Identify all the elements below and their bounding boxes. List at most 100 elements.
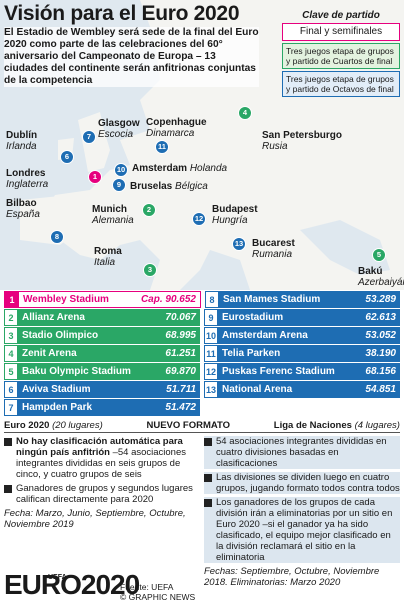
bullet-item: 54 asociaciones integrantes divididas en… xyxy=(204,436,400,469)
bullet-item: Los ganadores de los grupos de cada divi… xyxy=(204,497,400,563)
stadium-cell: 9 Eurostadium 62.613 xyxy=(204,309,400,326)
stadium-cell: 2 Allianz Arena 70.067 xyxy=(4,309,200,326)
marker-4: 4 xyxy=(238,106,252,120)
city-budapest: Budapest Hungría xyxy=(212,204,258,226)
euro-header-sub: (20 lugares) xyxy=(52,420,103,431)
city-name: Amsterdam xyxy=(132,163,188,174)
stadium-name: National Arena xyxy=(222,384,293,395)
legend: Clave de partido Final y semifinales Tre… xyxy=(282,10,400,99)
bullet-square xyxy=(4,438,12,446)
legend-title: Clave de partido xyxy=(302,10,380,21)
bullet-square xyxy=(4,485,12,493)
stadium-name: Telia Parken xyxy=(222,348,281,359)
city-country: Azerbaiyán xyxy=(358,277,404,288)
euro2020-logo: EURO2020 xyxy=(4,569,140,600)
legend-round16: Tres juegos etapa de grupos y partido de… xyxy=(282,71,400,97)
table-row: 5 Baku Olympic Stadium 69.870 12 Puskas Fer… xyxy=(4,363,400,380)
stadium-table: 1 Wembley Stadium Cap. 90.652 8 San Mames S… xyxy=(4,291,400,417)
euro-dates: Fecha: Marzo, Junio, Septiembre, Octubre… xyxy=(4,508,186,530)
stadium-cell: 1 Wembley Stadium Cap. 90.652 xyxy=(4,291,201,308)
format-header: Euro 2020 (20 lugares) NUEVO FORMATO Lig… xyxy=(4,420,400,433)
stadium-number: 7 xyxy=(4,399,18,416)
stadium-name: Eurostadium xyxy=(222,312,284,323)
stadium-name: Zenit Arena xyxy=(22,348,77,359)
stadium-name: Hampden Park xyxy=(22,402,93,413)
city-name: Roma xyxy=(94,246,122,257)
stadium-capacity: 51.472 xyxy=(165,402,196,413)
city-name: Bruselas xyxy=(130,181,173,192)
stadium-name: Aviva Stadium xyxy=(22,384,91,395)
stadium-name: San Mames Stadium xyxy=(223,294,321,305)
stadium-capacity: 68.995 xyxy=(165,330,196,341)
euro-header-title: Euro 2020 xyxy=(4,420,50,431)
stadium-number: 6 xyxy=(4,381,18,398)
stadium-name: Stadio Olimpico xyxy=(22,330,99,341)
city-name: Dublín xyxy=(6,130,38,141)
stadium-number: 5 xyxy=(4,363,18,380)
bullet-text: 54 asociaciones integrantes divididas en… xyxy=(216,436,387,469)
stadium-capacity: 69.870 xyxy=(165,366,196,377)
city-brussels: Bruselas Bélgica xyxy=(130,181,208,192)
page-title: Visión para el Euro 2020 xyxy=(4,2,240,25)
stadium-cell: 10 Amsterdam Arena 53.052 xyxy=(204,327,400,344)
stadium-number: 11 xyxy=(204,345,218,362)
city-name: Glasgow xyxy=(98,118,140,129)
city-copenhagen: Copenhague Dinamarca xyxy=(146,117,207,139)
city-bilbao: Bilbao España xyxy=(6,198,40,220)
stadium-name: Wembley Stadium xyxy=(23,294,109,305)
euro-header: Euro 2020 (20 lugares) xyxy=(4,420,103,431)
city-glasgow: Glasgow Escocia xyxy=(98,118,140,140)
stadium-capacity: 53.289 xyxy=(365,294,396,305)
stadium-number: 2 xyxy=(4,309,18,326)
stadium-capacity: 70.067 xyxy=(165,312,196,323)
bullet-bold-text: No hay clasificación automática para nin… xyxy=(16,436,183,458)
city-country: Rumania xyxy=(252,249,293,260)
legend-final: Final y semifinales xyxy=(282,23,400,41)
stadium-cell: 12 Puskas Ferenc Stadium 68.156 xyxy=(204,363,400,380)
legend-quarterfinal: Tres juegos etapa de grupos y partido de… xyxy=(282,43,400,69)
city-munich: Munich Alemania xyxy=(92,204,134,226)
city-baku: Bakú Azerbaiyán xyxy=(358,266,404,288)
marker-3: 3 xyxy=(143,263,157,277)
euro-format-column: No hay clasificación automática para nin… xyxy=(4,436,196,602)
marker-13: 13 xyxy=(232,237,246,251)
city-name: San Petersburgo xyxy=(262,130,343,141)
nations-league-column: 54 asociaciones integrantes divididas en… xyxy=(204,436,400,588)
stadium-cell: 6 Aviva Stadium 51.711 xyxy=(4,381,200,398)
stadium-capacity: 53.052 xyxy=(365,330,396,341)
nations-dates: Fechas: Septiembre, Octubre, Noviembre 2… xyxy=(204,566,380,588)
bullet-text: –54 asociaciones integrantes divididas e… xyxy=(16,447,187,480)
stadium-number: 13 xyxy=(204,381,218,398)
city-country: Escocia xyxy=(98,129,134,140)
nations-header: Liga de Naciones (4 lugares) xyxy=(274,420,400,431)
source-text: Fuente: UEFA xyxy=(120,582,174,592)
table-row: 4 Zenit Arena 61.251 11 Telia Parken 38.190 xyxy=(4,345,400,362)
stadium-cell: 5 Baku Olympic Stadium 69.870 xyxy=(4,363,200,380)
city-bucharest: Bucarest Rumania xyxy=(252,238,295,260)
stadium-capacity: 68.156 xyxy=(365,366,396,377)
table-row: 6 Aviva Stadium 51.711 13 National Arena 54.… xyxy=(4,381,400,398)
stadium-cell: 11 Telia Parken 38.190 xyxy=(204,345,400,362)
stadium-name: Amsterdam Arena xyxy=(222,330,308,341)
city-name: Londres xyxy=(6,168,46,179)
city-country: Rusia xyxy=(262,141,288,152)
stadium-capacity: Cap. 90.652 xyxy=(140,294,196,305)
bullet-text: Las divisiones se dividen luego en cuatr… xyxy=(216,472,400,494)
marker-6: 6 xyxy=(60,150,74,164)
stadium-cell: 3 Stadio Olimpico 68.995 xyxy=(4,327,200,344)
marker-9: 9 xyxy=(112,178,126,192)
stadium-capacity: 61.251 xyxy=(165,348,196,359)
bullet-item: Ganadores de grupos y segundos lugares c… xyxy=(4,483,196,505)
stadium-number: 10 xyxy=(204,327,218,344)
marker-2: 2 xyxy=(142,203,156,217)
table-row: 7 Hampden Park 51.472 xyxy=(4,399,400,416)
copyright-text: © GRAPHIC NEWS xyxy=(120,592,196,602)
city-name: Bilbao xyxy=(6,198,37,209)
marker-10: 10 xyxy=(114,163,128,177)
city-country: Bélgica xyxy=(175,181,208,192)
stadium-name: Baku Olympic Stadium xyxy=(22,366,131,377)
city-name: Bucarest xyxy=(252,238,295,249)
city-name: Budapest xyxy=(212,204,258,215)
marker-7: 7 xyxy=(82,130,96,144)
